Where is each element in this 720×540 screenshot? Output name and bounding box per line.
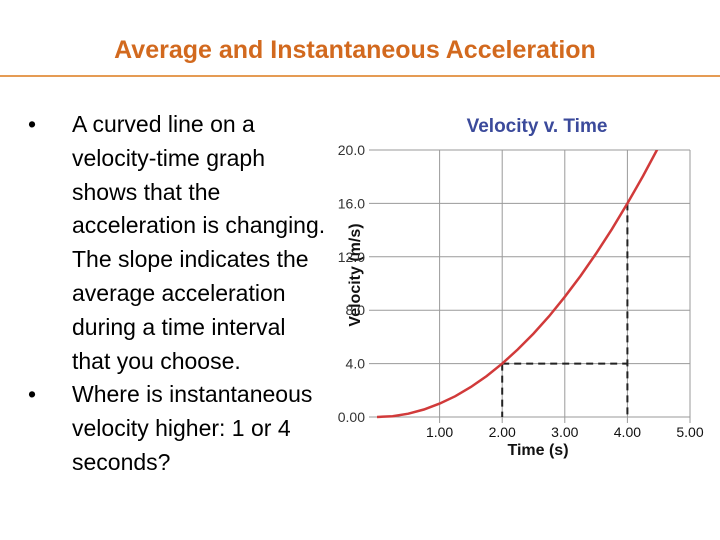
bullet-text: A curved line on a velocity-time graph s… <box>72 111 326 374</box>
bullet-marker: • <box>28 381 37 408</box>
chart-x-axis-label: Time (s) <box>507 442 568 459</box>
chart-series-line <box>377 150 659 419</box>
bullet-marker: • <box>28 111 37 137</box>
chart-y-tick-label: 20.0 <box>338 142 365 158</box>
chart-x-tick-label: 4.00 <box>614 424 641 440</box>
chart-y-axis-label: Velocity (m/s) <box>347 223 364 326</box>
chart-y-tick-label: 16.0 <box>338 195 365 211</box>
chart-x-tick-label: 2.00 <box>489 424 516 440</box>
slide-title: Average and Instantaneous Acceleration <box>114 36 596 64</box>
chart-title: Velocity v. Time <box>467 116 608 137</box>
chart-y-tick-label: 12.0 <box>338 249 365 265</box>
title-divider <box>0 75 720 77</box>
bullet-item: • Where is instantaneous velocity higher… <box>28 378 328 479</box>
chart-y-tick-label: 8.0 <box>346 302 366 318</box>
chart-plot-area: 0.00 4.0 8.0 12.0 16.0 20.0 1.00 2.00 3.00 4.00 5.… <box>338 142 704 440</box>
chart-x-tick-label: 3.00 <box>551 424 578 440</box>
chart-x-tick-label: 5.00 <box>676 424 703 440</box>
velocity-time-chart: Velocity v. Time Velocity (m/s) Time (s)… <box>338 116 704 459</box>
chart-y-tick-label: 4.0 <box>346 356 366 372</box>
chart-x-tick-label: 1.00 <box>426 424 453 440</box>
bullet-text: Where is instantaneous velocity higher: … <box>72 381 313 475</box>
bullet-item: • A curved line on a velocity-time graph… <box>28 108 328 378</box>
bullet-list: • A curved line on a velocity-time graph… <box>28 108 328 480</box>
chart-y-tick-label: 0.00 <box>338 409 365 425</box>
